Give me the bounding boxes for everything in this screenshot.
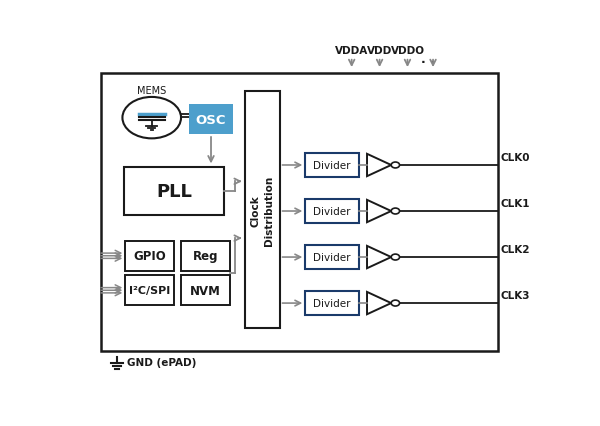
Text: VDDA: VDDA <box>335 46 368 56</box>
Text: Divider: Divider <box>313 161 350 170</box>
Bar <box>101 74 498 351</box>
Text: MEMS: MEMS <box>137 86 166 96</box>
Polygon shape <box>367 200 391 223</box>
Bar <box>125 276 174 305</box>
Bar <box>181 242 230 271</box>
Circle shape <box>122 98 181 139</box>
Text: GPIO: GPIO <box>133 250 166 262</box>
Polygon shape <box>367 155 391 177</box>
Text: VDD: VDD <box>367 46 392 56</box>
Polygon shape <box>367 246 391 269</box>
Bar <box>305 154 359 177</box>
Text: VDDO: VDDO <box>391 46 424 56</box>
Text: CLK3: CLK3 <box>500 290 530 300</box>
Text: Divider: Divider <box>313 207 350 216</box>
Text: CLK0: CLK0 <box>500 153 530 162</box>
Bar <box>305 246 359 269</box>
Bar <box>305 291 359 315</box>
Text: GND (ePAD): GND (ePAD) <box>127 357 196 367</box>
Text: NVM: NVM <box>190 284 221 297</box>
Bar <box>124 167 224 215</box>
Text: · ·: · · <box>421 56 434 69</box>
Text: CLK1: CLK1 <box>500 199 530 208</box>
Text: Clock
Distribution: Clock Distribution <box>251 175 274 245</box>
Text: I²C/SPI: I²C/SPI <box>129 285 170 296</box>
Circle shape <box>391 163 400 169</box>
Bar <box>181 276 230 305</box>
Bar <box>125 242 174 271</box>
Text: PLL: PLL <box>156 182 192 200</box>
Polygon shape <box>367 292 391 314</box>
Text: OSC: OSC <box>196 113 226 127</box>
Text: CLK2: CLK2 <box>500 244 530 254</box>
Bar <box>245 92 280 328</box>
Text: Divider: Divider <box>313 253 350 262</box>
Bar <box>305 200 359 223</box>
Circle shape <box>391 300 400 306</box>
Bar <box>189 105 233 135</box>
Text: Reg: Reg <box>193 250 218 262</box>
Text: Divider: Divider <box>313 298 350 308</box>
Circle shape <box>391 209 400 214</box>
Circle shape <box>391 254 400 260</box>
